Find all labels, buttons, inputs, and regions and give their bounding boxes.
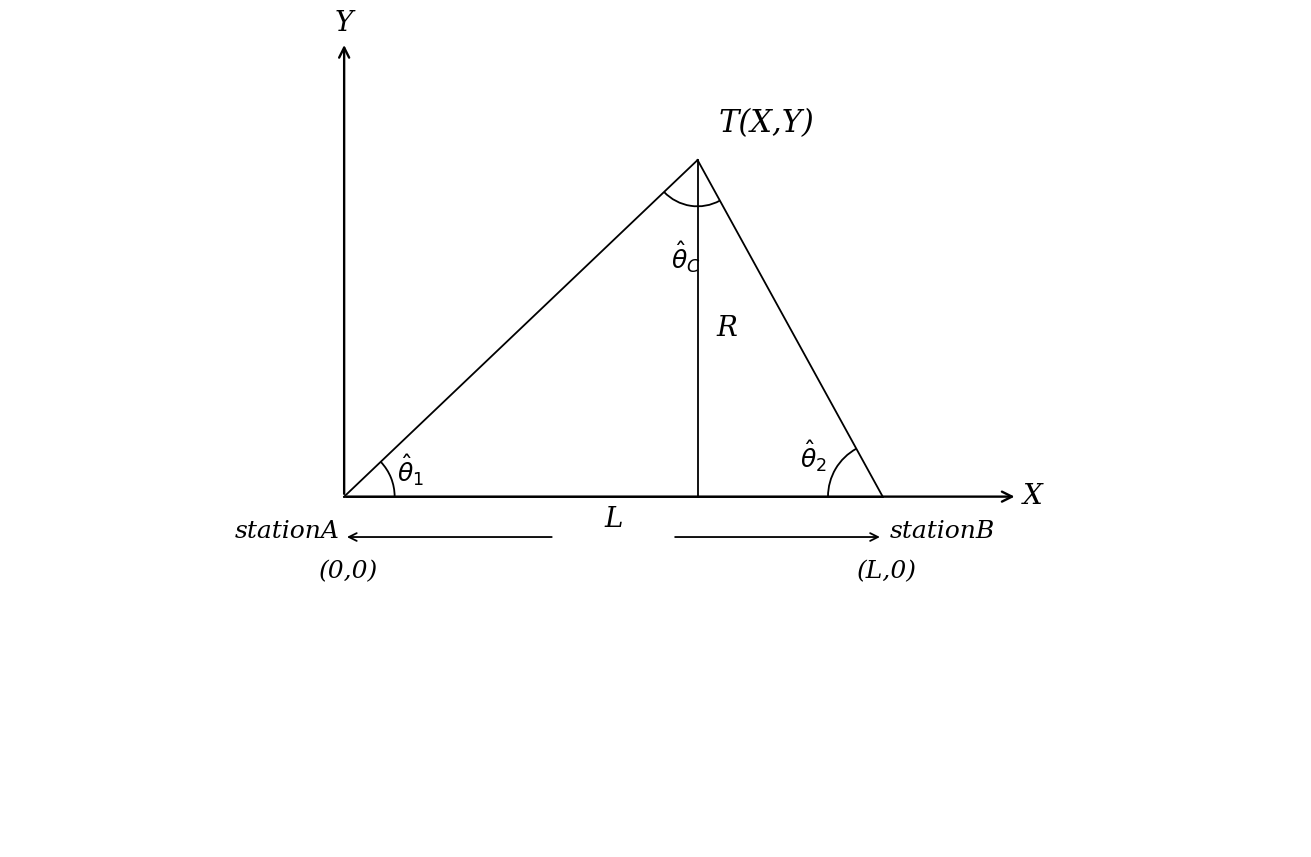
Text: X: X [1023, 483, 1042, 510]
Text: $\hat{\theta}_1$: $\hat{\theta}_1$ [397, 452, 423, 488]
Text: stationA: stationA [235, 520, 340, 543]
Text: L: L [604, 506, 623, 533]
Text: (0,0): (0,0) [319, 560, 378, 583]
Text: (L,0): (L,0) [857, 560, 916, 583]
Text: $\hat{\theta}_C$: $\hat{\theta}_C$ [670, 239, 700, 275]
Text: Y: Y [336, 10, 354, 37]
Text: stationB: stationB [889, 520, 995, 543]
Text: $\hat{\theta}_2$: $\hat{\theta}_2$ [801, 438, 827, 474]
Text: T(X,Y): T(X,Y) [718, 108, 814, 139]
Text: R: R [716, 315, 737, 342]
